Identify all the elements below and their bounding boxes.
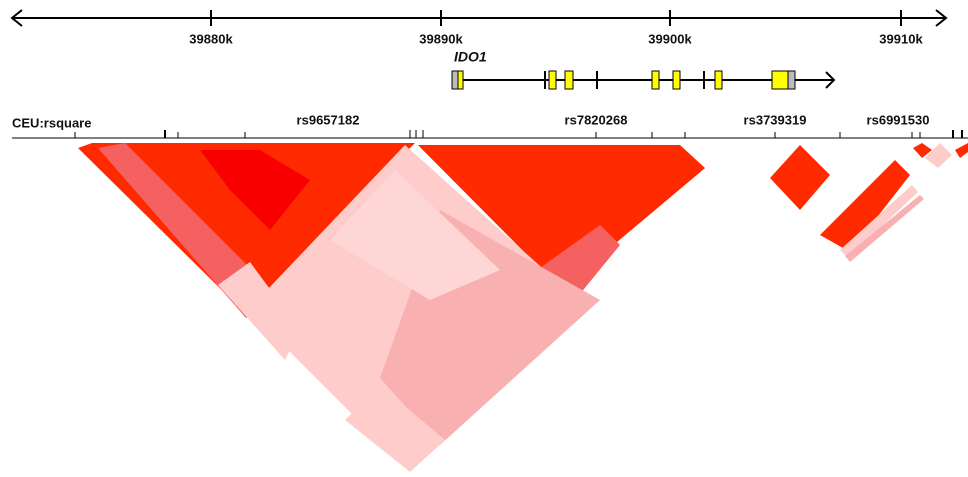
snp-label: rs9657182 bbox=[297, 112, 360, 127]
genomic-axis bbox=[10, 9, 948, 27]
snp-label: rs6991530 bbox=[867, 112, 930, 127]
snp-label: rs7820268 bbox=[565, 112, 628, 127]
axis-tick-label: 39890k bbox=[419, 31, 463, 46]
axis-tick-label: 39900k bbox=[648, 31, 692, 46]
snp-baseline bbox=[12, 130, 968, 139]
gene-model bbox=[451, 70, 836, 90]
ld-heatmap bbox=[78, 143, 968, 472]
axis-arrow-left bbox=[10, 9, 23, 27]
axis-tick-label: 39910k bbox=[879, 31, 923, 46]
gene-name: IDO1 bbox=[454, 49, 487, 65]
track-label: CEU:rsquare bbox=[12, 115, 91, 130]
axis-arrow-right bbox=[935, 9, 948, 27]
axis-tick-label: 39880k bbox=[189, 31, 233, 46]
snp-label: rs3739319 bbox=[744, 112, 807, 127]
